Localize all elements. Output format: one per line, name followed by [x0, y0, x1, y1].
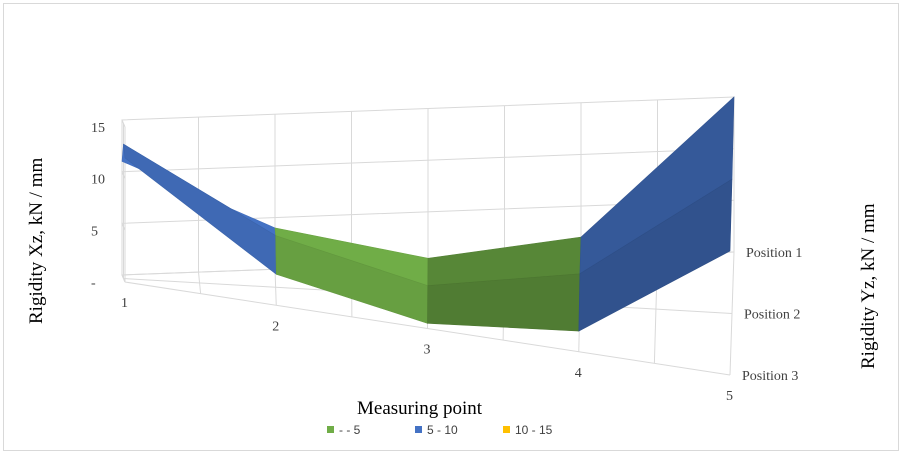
z-tick-label: 15 [91, 121, 105, 136]
x-axis-title: Measuring point [357, 398, 483, 419]
z-axis-title: Rigidity Yz, kN / mm [858, 203, 879, 369]
x-tick-label: 2 [272, 319, 279, 334]
label-layer: - 5 10 15 1 2 3 4 5 Position 1 Position 2 Position … [91, 121, 802, 404]
legend-label: 5 - 10 [427, 423, 458, 437]
legend-swatch [503, 426, 510, 433]
x-tick-label: 3 [424, 343, 431, 358]
legend-label: 10 - 15 [515, 423, 553, 437]
depth-tick-label: Position 3 [742, 369, 798, 384]
legend-swatch [327, 426, 334, 433]
x-tick-label: 1 [121, 296, 128, 311]
x-tick-label: 4 [575, 366, 582, 381]
gridline-floor-depth [124, 281, 731, 376]
y-axis-title: Rigidity Xz, kN / mm [26, 158, 47, 324]
depth-tick-label: Position 2 [744, 308, 800, 323]
z-tick-label: - [91, 276, 96, 291]
surface-layer [121, 96, 735, 332]
z-tick-label: 5 [91, 224, 98, 239]
surface-patch [123, 143, 277, 275]
surface-patch [578, 178, 733, 332]
legend-swatch [415, 426, 422, 433]
surface-chart: - 5 10 15 1 2 3 4 5 Position 1 Position 2 Position … [26, 96, 879, 437]
chart-frame: - 5 10 15 1 2 3 4 5 Position 1 Position 2 Position … [3, 3, 899, 451]
z-tick-label: 10 [91, 173, 105, 188]
legend: - - 5 5 - 10 10 - 15 [327, 423, 553, 437]
x-tick-label: 5 [726, 389, 733, 404]
legend-label: - - 5 [339, 423, 361, 437]
depth-tick-label: Position 1 [746, 246, 802, 261]
